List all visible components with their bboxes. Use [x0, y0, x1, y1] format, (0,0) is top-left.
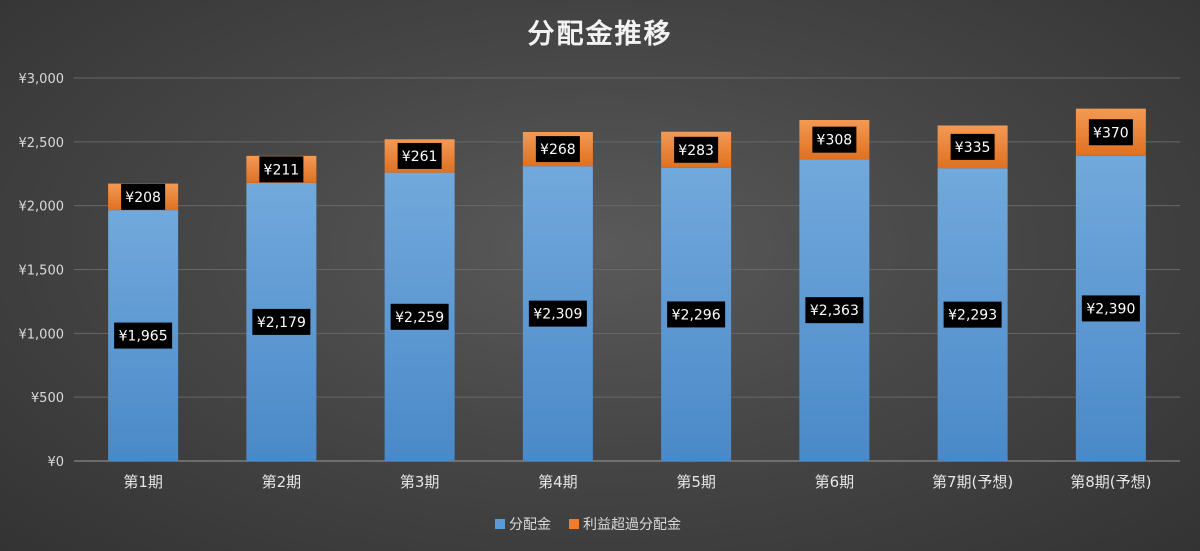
- x-tick-label: 第3期: [400, 473, 440, 491]
- x-axis: 第1期 第2期 第3期 第4期 第5期 第6期 第7期(予想) 第8期(予想): [123, 473, 1151, 491]
- data-label-box: [674, 136, 719, 163]
- chart-title: 分配金推移: [528, 18, 673, 50]
- legend-label: 利益超過分配金: [583, 517, 681, 533]
- data-label-box: [259, 156, 304, 183]
- data-label-box: [528, 300, 587, 327]
- x-tick-label: 第6期: [815, 473, 855, 491]
- data-label-text: ¥2,390: [1086, 301, 1135, 317]
- y-tick-label: ¥1,000: [19, 327, 65, 342]
- x-tick-label: 第5期: [676, 473, 716, 491]
- data-label-text: ¥370: [1093, 125, 1129, 141]
- data-label-box: [114, 322, 173, 349]
- x-tick-label: 第2期: [262, 473, 302, 491]
- data-label: ¥308: [812, 126, 857, 153]
- data-label: ¥335: [950, 133, 995, 160]
- legend-swatch: [569, 519, 579, 529]
- grid-lines: [74, 77, 1180, 462]
- y-tick-label: ¥1,500: [19, 264, 65, 279]
- data-label-box: [397, 142, 442, 169]
- data-label-text: ¥308: [817, 133, 853, 149]
- data-label-box: [943, 301, 1002, 328]
- data-label: ¥261: [397, 142, 442, 169]
- data-label-text: ¥211: [264, 162, 300, 178]
- data-label: ¥2,309: [528, 300, 587, 327]
- data-label: ¥1,965: [114, 322, 173, 349]
- data-label-box: [390, 303, 449, 330]
- y-tick-label: ¥2,500: [19, 136, 65, 151]
- y-tick-label: ¥0: [47, 455, 64, 470]
- data-label-text: ¥2,363: [810, 303, 859, 319]
- data-label: ¥2,363: [805, 297, 864, 324]
- data-label-text: ¥208: [125, 190, 161, 206]
- data-label: ¥370: [1088, 119, 1133, 146]
- data-label-text: ¥2,179: [257, 315, 306, 331]
- data-label: ¥268: [535, 136, 580, 163]
- data-label-box: [535, 136, 580, 163]
- data-label-box: [667, 301, 726, 328]
- y-tick-label: ¥2,000: [19, 200, 65, 215]
- data-label-box: [805, 297, 864, 324]
- data-label: ¥2,293: [943, 301, 1002, 328]
- x-tick-label: 第8期(予想): [1070, 473, 1151, 491]
- x-tick-label: 第1期: [123, 473, 163, 491]
- data-label: ¥2,259: [390, 303, 449, 330]
- data-label-box: [121, 183, 166, 210]
- data-label-text: ¥2,296: [672, 307, 721, 323]
- data-label-text: ¥268: [540, 142, 576, 158]
- data-label: ¥2,179: [252, 308, 311, 335]
- data-label-text: ¥2,259: [395, 310, 444, 326]
- legend-swatch: [495, 519, 505, 529]
- data-label: ¥2,390: [1081, 295, 1140, 322]
- data-label: ¥208: [121, 183, 166, 210]
- legend: 分配金 利益超過分配金: [495, 517, 681, 533]
- data-label-box: [252, 308, 311, 335]
- data-label: ¥2,296: [667, 301, 726, 328]
- data-label-box: [950, 133, 995, 160]
- data-label-box: [1081, 295, 1140, 322]
- y-axis: ¥0 ¥500 ¥1,000 ¥1,500 ¥2,000 ¥2,500 ¥3,000: [19, 72, 65, 470]
- y-tick-label: ¥500: [31, 391, 64, 406]
- legend-item-distribution: 分配金: [495, 517, 551, 533]
- data-label-text: ¥2,309: [533, 307, 582, 323]
- data-label-text: ¥261: [402, 149, 438, 165]
- legend-label: 分配金: [509, 517, 551, 533]
- data-label: ¥211: [259, 156, 304, 183]
- data-label: ¥283: [674, 136, 719, 163]
- data-label-text: ¥1,965: [119, 329, 168, 345]
- data-label-box: [812, 126, 857, 153]
- data-label-text: ¥2,293: [948, 308, 997, 324]
- data-labels: ¥1,965 ¥208 ¥2,179 ¥211 ¥2,259 ¥261 ¥2,309 ¥268…: [114, 119, 1140, 349]
- x-tick-label: 第4期: [538, 473, 578, 491]
- data-label-box: [1088, 119, 1133, 146]
- legend-item-excess-distribution: 利益超過分配金: [569, 517, 681, 533]
- data-label-text: ¥283: [678, 143, 714, 159]
- y-tick-label: ¥3,000: [19, 72, 65, 87]
- data-label-text: ¥335: [955, 140, 991, 156]
- x-tick-label: 第7期(予想): [932, 473, 1013, 491]
